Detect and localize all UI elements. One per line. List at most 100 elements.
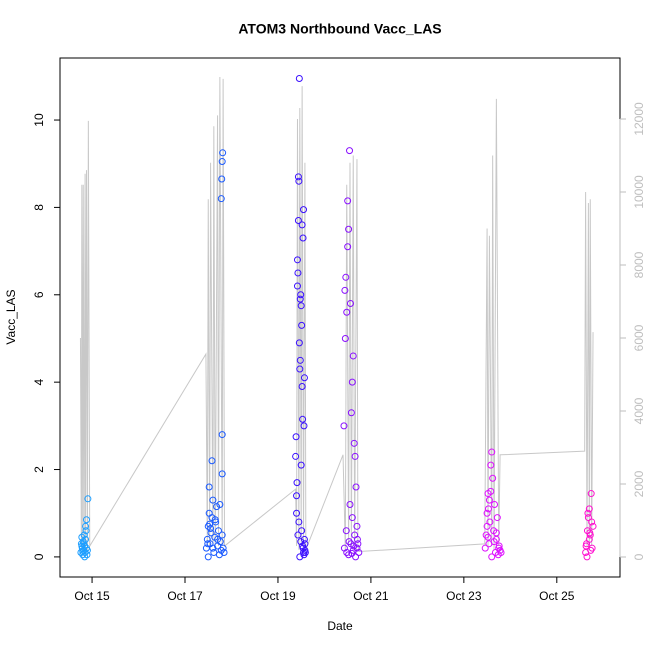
point bbox=[78, 533, 86, 541]
point bbox=[204, 553, 212, 561]
point bbox=[219, 149, 227, 157]
point bbox=[297, 302, 305, 310]
y2-tick-label: 4000 bbox=[632, 397, 646, 424]
x-tick-label: Oct 19 bbox=[260, 589, 296, 603]
point bbox=[348, 549, 356, 557]
point bbox=[300, 422, 308, 430]
x-tick-label: Oct 17 bbox=[167, 589, 203, 603]
point bbox=[350, 439, 358, 447]
point bbox=[295, 339, 303, 347]
point bbox=[487, 487, 495, 495]
point bbox=[354, 540, 362, 548]
y-tick-label: 2 bbox=[32, 466, 46, 473]
point bbox=[497, 549, 505, 557]
point bbox=[344, 243, 352, 251]
point bbox=[345, 225, 353, 233]
point bbox=[346, 300, 354, 308]
y-tick-label: 6 bbox=[32, 291, 46, 298]
point bbox=[295, 518, 303, 526]
point bbox=[79, 551, 87, 559]
point bbox=[483, 509, 491, 517]
point bbox=[589, 522, 597, 530]
point bbox=[292, 452, 300, 460]
point bbox=[220, 549, 228, 557]
y2-tick-label: 6000 bbox=[632, 324, 646, 351]
point bbox=[482, 531, 490, 539]
point bbox=[297, 291, 305, 299]
point bbox=[294, 531, 302, 539]
point bbox=[297, 461, 305, 469]
point bbox=[582, 542, 590, 550]
point bbox=[353, 522, 361, 530]
point bbox=[214, 535, 222, 543]
point bbox=[489, 474, 497, 482]
point bbox=[299, 234, 307, 242]
point bbox=[82, 522, 90, 530]
point bbox=[491, 500, 499, 508]
point bbox=[82, 527, 90, 535]
point bbox=[218, 158, 226, 166]
point bbox=[296, 365, 304, 373]
point bbox=[298, 221, 306, 229]
point bbox=[493, 514, 501, 522]
point bbox=[218, 531, 226, 539]
point bbox=[294, 217, 302, 225]
point bbox=[341, 286, 349, 294]
y2-tick-label: 10000 bbox=[632, 175, 646, 209]
point bbox=[346, 500, 354, 508]
x-tick-label: Oct 21 bbox=[353, 589, 389, 603]
y2-tick-label: 12000 bbox=[632, 102, 646, 136]
point bbox=[82, 516, 90, 524]
point bbox=[487, 461, 495, 469]
point bbox=[351, 452, 359, 460]
point bbox=[488, 553, 496, 561]
point bbox=[209, 496, 217, 504]
point bbox=[492, 529, 500, 537]
point bbox=[300, 549, 308, 557]
point bbox=[298, 321, 306, 329]
point bbox=[345, 538, 353, 546]
y2-tick-label: 8000 bbox=[632, 251, 646, 278]
y-tick-label: 10 bbox=[32, 113, 46, 127]
point bbox=[293, 479, 301, 487]
point bbox=[211, 516, 219, 524]
point bbox=[488, 448, 496, 456]
point bbox=[342, 527, 350, 535]
y-axis-label: Vacc_LAS bbox=[4, 289, 18, 344]
point bbox=[84, 495, 92, 503]
point bbox=[295, 177, 303, 185]
point bbox=[298, 383, 306, 391]
point bbox=[584, 514, 592, 522]
point bbox=[340, 544, 348, 552]
point bbox=[293, 492, 301, 500]
point bbox=[216, 500, 224, 508]
x-tick-label: Oct 25 bbox=[539, 589, 575, 603]
plot-frame bbox=[59, 57, 621, 578]
point bbox=[80, 531, 88, 539]
chart-title: ATOM3 Northbound Vacc_LAS bbox=[238, 21, 441, 37]
point bbox=[353, 535, 361, 543]
x-tick-label: Oct 23 bbox=[446, 589, 482, 603]
point bbox=[218, 470, 226, 478]
point bbox=[218, 175, 226, 183]
point bbox=[293, 256, 301, 264]
point bbox=[295, 75, 303, 83]
point bbox=[79, 548, 87, 556]
point bbox=[205, 483, 213, 491]
point bbox=[485, 496, 493, 504]
point bbox=[484, 533, 492, 541]
point bbox=[342, 273, 350, 281]
point bbox=[219, 544, 227, 552]
point bbox=[218, 431, 226, 439]
point bbox=[587, 546, 595, 554]
x-axis-label: Date bbox=[327, 619, 353, 633]
point bbox=[296, 356, 304, 364]
point bbox=[300, 374, 308, 382]
point bbox=[208, 457, 216, 465]
point bbox=[492, 535, 500, 543]
point bbox=[586, 529, 594, 537]
point bbox=[355, 549, 363, 557]
point bbox=[300, 206, 308, 214]
point bbox=[588, 518, 596, 526]
